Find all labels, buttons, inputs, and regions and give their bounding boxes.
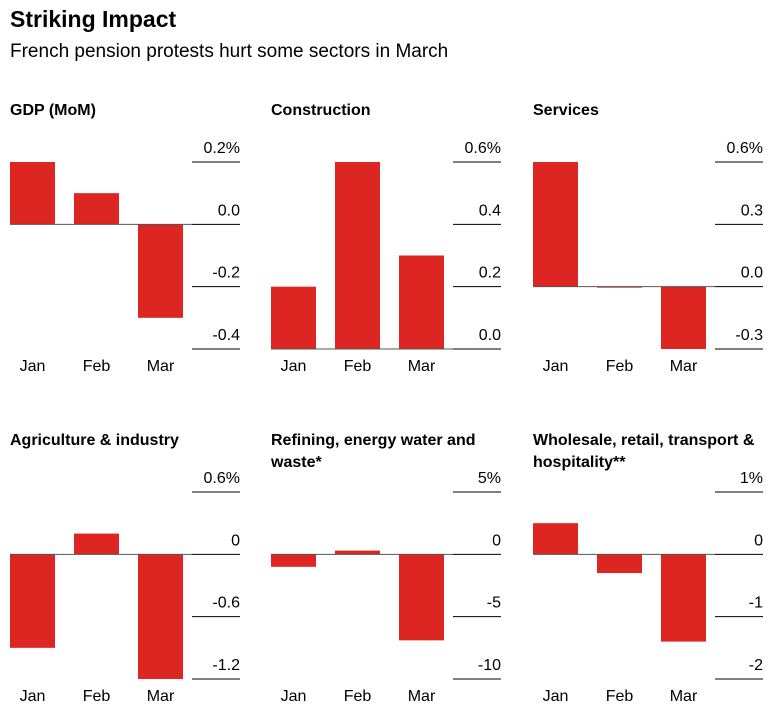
y-tick-label: 0.6% bbox=[727, 140, 763, 157]
bar bbox=[661, 554, 706, 642]
panel: Wholesale, retail, transport & hospitali… bbox=[533, 430, 765, 720]
x-tick-label: Feb bbox=[606, 358, 634, 375]
x-tick-label: Mar bbox=[408, 358, 436, 375]
x-tick-label: Jan bbox=[20, 688, 46, 705]
x-tick-label: Jan bbox=[281, 688, 307, 705]
x-tick-label: Mar bbox=[147, 358, 175, 375]
y-tick-label: 0.2% bbox=[204, 140, 240, 157]
page-title: Striking Impact bbox=[10, 6, 177, 32]
y-tick-label: -0.2 bbox=[212, 265, 240, 282]
y-tick-label: -1.2 bbox=[212, 657, 240, 674]
chart: 0.6% 0.4 0.2 0.0 Jan Feb Mar bbox=[271, 140, 501, 375]
y-tick-label: 0.0 bbox=[479, 327, 501, 344]
panel: Services 0.6% 0.3 0.0 -0.3 Jan Feb Mar bbox=[533, 100, 765, 390]
y-tick-label: 0.4 bbox=[479, 202, 501, 219]
x-tick-label: Mar bbox=[670, 688, 698, 705]
y-tick-label: -2 bbox=[749, 657, 763, 674]
panel-title: Refining, energy water and waste* bbox=[271, 432, 476, 471]
y-tick-label: -5 bbox=[487, 595, 501, 612]
y-tick-label: 0.0 bbox=[218, 202, 240, 219]
page-subtitle: French pension protests hurt some sector… bbox=[10, 41, 449, 62]
y-tick-label: 0.3 bbox=[741, 202, 763, 219]
y-tick-label: 0.6% bbox=[204, 470, 240, 487]
chart: 0.2% 0.0 -0.2 -0.4 Jan Feb Mar bbox=[10, 140, 240, 375]
x-tick-label: Jan bbox=[281, 358, 307, 375]
y-tick-label: 1% bbox=[740, 470, 763, 487]
panel: Construction 0.6% 0.4 0.2 0.0 Jan Feb Mar bbox=[271, 100, 503, 390]
y-tick-label: 5% bbox=[478, 470, 501, 487]
bar bbox=[335, 162, 380, 349]
bar bbox=[399, 255, 444, 349]
bar bbox=[533, 162, 578, 287]
chart: 0.6% 0.3 0.0 -0.3 Jan Feb Mar bbox=[533, 140, 763, 375]
bar bbox=[10, 554, 55, 648]
panel: GDP (MoM) 0.2% 0.0 -0.2 -0.4 Jan Feb Mar bbox=[10, 100, 242, 390]
bar bbox=[74, 193, 119, 225]
bar bbox=[271, 286, 316, 349]
panel: Agriculture & industry 0.6% 0 -0.6 -1.2 Jan Fe… bbox=[10, 430, 242, 720]
x-tick-label: Feb bbox=[83, 688, 111, 705]
x-tick-label: Mar bbox=[147, 688, 175, 705]
x-tick-label: Jan bbox=[543, 688, 569, 705]
bar bbox=[10, 162, 55, 225]
y-tick-label: -0.3 bbox=[735, 327, 763, 344]
panel-title: Construction bbox=[271, 102, 371, 119]
y-tick-label: 0.6% bbox=[465, 140, 501, 157]
y-tick-label: 0 bbox=[492, 532, 501, 549]
bar bbox=[138, 554, 183, 679]
x-tick-label: Feb bbox=[606, 688, 634, 705]
bar bbox=[597, 286, 642, 288]
y-tick-label: 0.0 bbox=[741, 265, 763, 282]
panel-title: Wholesale, retail, transport & hospitali… bbox=[533, 432, 755, 471]
bar bbox=[138, 224, 183, 318]
y-tick-label: -0.4 bbox=[212, 327, 240, 344]
x-tick-label: Feb bbox=[83, 358, 111, 375]
bar bbox=[597, 554, 642, 574]
x-tick-label: Feb bbox=[344, 358, 372, 375]
x-tick-label: Mar bbox=[408, 688, 436, 705]
panel: Refining, energy water and waste* 5% 0 -5 -1… bbox=[271, 430, 503, 720]
chart: 5% 0 -5 -10 Jan Feb Mar bbox=[271, 470, 501, 705]
bar bbox=[661, 286, 706, 349]
x-tick-label: Jan bbox=[20, 358, 46, 375]
y-tick-label: -1 bbox=[749, 595, 763, 612]
chart: 1% 0 -1 -2 Jan Feb Mar bbox=[533, 470, 763, 705]
bar bbox=[271, 554, 316, 567]
y-tick-label: -0.6 bbox=[212, 595, 240, 612]
bar bbox=[533, 523, 578, 555]
panel-title: Services bbox=[533, 102, 599, 119]
y-tick-label: -10 bbox=[478, 657, 501, 674]
bar bbox=[335, 550, 380, 555]
y-tick-label: 0 bbox=[231, 532, 240, 549]
x-tick-label: Jan bbox=[543, 358, 569, 375]
y-tick-label: 0.2 bbox=[479, 265, 501, 282]
bar bbox=[399, 554, 444, 641]
panel-title: GDP (MoM) bbox=[10, 102, 96, 119]
panel-title: Agriculture & industry bbox=[10, 432, 179, 449]
x-tick-label: Mar bbox=[670, 358, 698, 375]
chart: 0.6% 0 -0.6 -1.2 Jan Feb Mar bbox=[10, 470, 240, 705]
bar bbox=[74, 533, 119, 555]
y-tick-label: 0 bbox=[754, 532, 763, 549]
x-tick-label: Feb bbox=[344, 688, 372, 705]
